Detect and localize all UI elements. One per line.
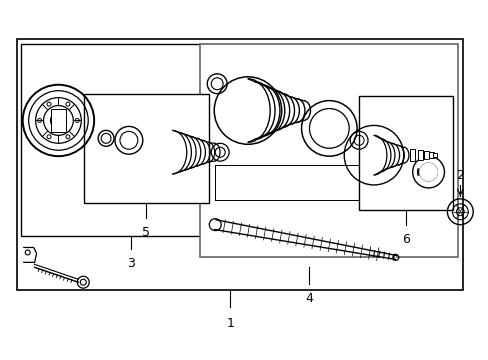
- Bar: [417, 150, 422, 160]
- Bar: [17, 39, 462, 290]
- Bar: [409, 149, 414, 161]
- Bar: [50, 109, 66, 132]
- Bar: [20, 44, 214, 235]
- Text: 3: 3: [127, 257, 135, 270]
- Text: 6: 6: [401, 233, 409, 246]
- Text: 1: 1: [226, 317, 234, 330]
- Bar: [200, 44, 457, 257]
- Text: 2: 2: [455, 169, 463, 182]
- Bar: [427, 152, 433, 158]
- Bar: [423, 151, 427, 159]
- Bar: [358, 96, 452, 210]
- Text: 4: 4: [305, 292, 313, 305]
- Text: 5: 5: [142, 226, 149, 239]
- Polygon shape: [214, 220, 395, 259]
- Bar: [432, 153, 437, 157]
- Bar: [84, 94, 209, 203]
